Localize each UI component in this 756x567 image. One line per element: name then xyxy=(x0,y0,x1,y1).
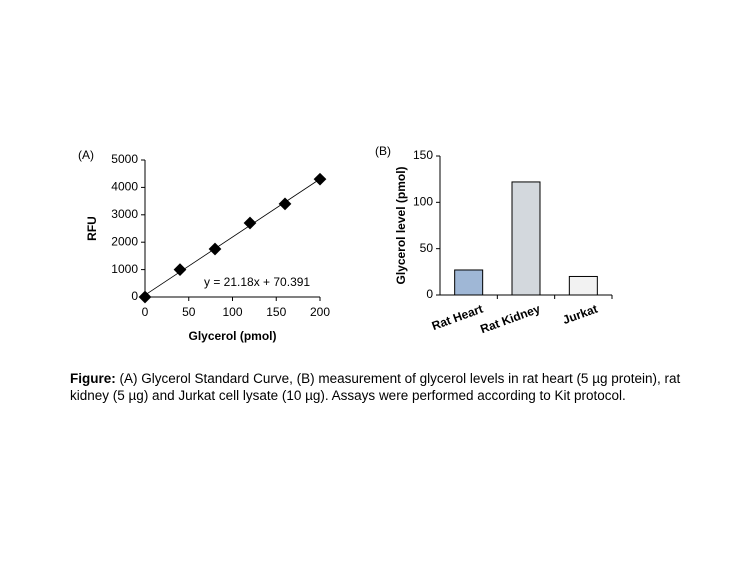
point xyxy=(173,263,187,276)
y-tick-label: 0 xyxy=(131,289,138,303)
x-tick-label: Rat Heart xyxy=(430,302,485,333)
y-tick-label: 0 xyxy=(426,287,433,301)
x-tick-label: Rat Kidney xyxy=(478,302,542,337)
caption: Figure: (A) Glycerol Standard Curve, (B)… xyxy=(70,370,690,404)
point xyxy=(243,216,257,230)
y-tick-label: 150 xyxy=(413,148,433,162)
y-tick-label: 3000 xyxy=(111,207,138,221)
point xyxy=(278,197,292,211)
panel-label: (B) xyxy=(375,144,391,158)
y-tick-label: 4000 xyxy=(111,180,138,194)
y-axis-title: Glycerol level (pmol) xyxy=(394,166,408,284)
x-tick-label: 0 xyxy=(142,305,149,319)
y-tick-label: 2000 xyxy=(111,234,138,248)
bar xyxy=(511,181,541,296)
point xyxy=(313,172,327,186)
bar xyxy=(454,269,484,296)
y-axis-title: RFU xyxy=(85,216,99,241)
x-tick-label: 100 xyxy=(222,305,242,319)
caption-text: (A) Glycerol Standard Curve, (B) measure… xyxy=(70,371,681,403)
trendline xyxy=(144,178,321,296)
x-axis-title: Glycerol (pmol) xyxy=(188,329,276,343)
x-tick-label: Jurkat xyxy=(561,302,600,327)
point xyxy=(208,242,222,256)
y-tick-label: 50 xyxy=(420,241,434,255)
caption-label: Figure: xyxy=(70,371,116,386)
y-tick-label: 1000 xyxy=(111,262,138,276)
panel-label: (A) xyxy=(78,148,94,162)
point xyxy=(138,290,152,304)
x-tick-label: 200 xyxy=(310,305,330,319)
x-tick-label: 50 xyxy=(182,305,196,319)
y-tick-label: 5000 xyxy=(111,152,138,166)
x-tick-label: 150 xyxy=(266,305,286,319)
bar xyxy=(568,275,598,296)
y-tick-label: 100 xyxy=(413,195,433,209)
trendline-label: y = 21.18x + 70.391 xyxy=(204,275,310,289)
